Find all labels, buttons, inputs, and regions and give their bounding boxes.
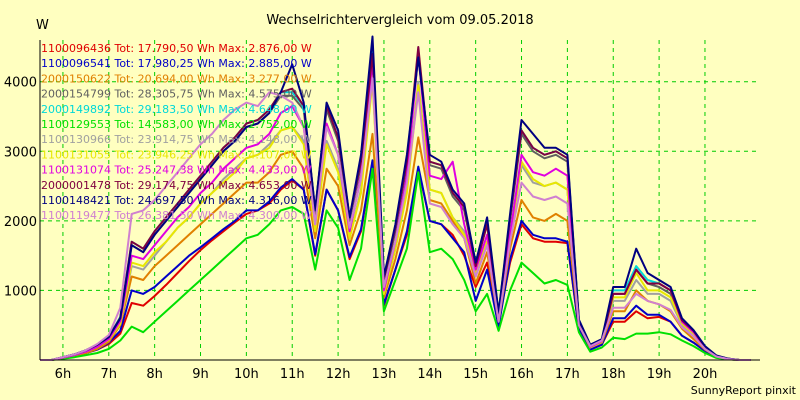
legend-entry: 1100131055 Tot: 23.946,25 Wh Max: 4.107,… [41, 148, 312, 161]
plot-area [39, 35, 760, 361]
legend-entry: 2000150622 Tot: 20.694,00 Wh Max: 3.277,… [41, 72, 312, 85]
series-line-1100148421 [40, 35, 751, 361]
x-tick-label: 9h [192, 367, 209, 382]
x-tick-label: 14h [417, 367, 442, 382]
x-tick-label: 10h [234, 367, 259, 382]
legend-entry: 1100119477 Tot: 26.381,50 Wh Max: 4.300,… [41, 209, 312, 222]
legend-entry: 1100148421 Tot: 24.697,50 Wh Max: 4.316,… [41, 194, 312, 207]
y-axis-unit: W [36, 18, 49, 33]
x-tick-label: 12h [326, 367, 351, 382]
x-tick-label: 13h [372, 367, 397, 382]
legend-entry: 1100131074 Tot: 25.247,38 Wh Max: 4.433,… [41, 164, 312, 177]
x-tick-label: 15h [463, 367, 488, 382]
x-tick-label: 18h [601, 367, 626, 382]
x-tick-label: 8h [146, 367, 163, 382]
legend-entry: 2000001478 Tot: 29.174,75 Wh Max: 4.653,… [41, 179, 312, 192]
chart-title: Wechselrichtervergleich vom 09.05.2018 [266, 13, 533, 28]
x-tick-label: 17h [555, 367, 580, 382]
x-tick-label: 16h [509, 367, 534, 382]
x-tick-label: 20h [693, 367, 718, 382]
y-tick-label: 3000 [4, 145, 37, 160]
series-line-1100119477 [40, 77, 751, 361]
y-tick-label: 4000 [4, 76, 37, 91]
x-tick-label: 11h [280, 367, 305, 382]
legend-entry: 2000154799 Tot: 28.305,75 Wh Max: 4.575,… [41, 88, 312, 101]
legend: 1100096436 Tot: 17.790,50 Wh Max: 2.876,… [41, 42, 312, 222]
y-tick-label: 2000 [4, 215, 37, 230]
footer-credit: SunnyReport pinxit [691, 384, 797, 397]
legend-entry: 1100130966 Tot: 23.914,75 Wh Max: 4.148,… [41, 133, 312, 146]
legend-entry: 1100129553 Tot: 14.583,00 Wh Max: 2.752,… [41, 118, 312, 131]
series-lines [40, 35, 751, 361]
x-tick-label: 7h [101, 367, 118, 382]
series-line-1100129553 [40, 167, 751, 361]
legend-entry: 1100096541 Tot: 17.980,25 Wh Max: 2.885,… [41, 57, 312, 70]
x-tick-label: 19h [647, 367, 672, 382]
x-tick-label: 6h [55, 367, 72, 382]
legend-entry: 2000149892 Tot: 29.183,50 Wh Max: 4.648,… [41, 103, 312, 116]
x-tick-labels: 6h 7h 8h 9h 10h 11h 12h 13h 14h 15h 16h 17h 18h 19h 20… [55, 367, 718, 382]
grid-lines [40, 40, 760, 360]
y-tick-label: 1000 [4, 284, 37, 299]
y-tick-labels: 1000 2000 3000 4000 [4, 76, 37, 300]
series-line-1100131055 [40, 80, 751, 361]
series-line-1100096541 [40, 159, 751, 361]
axes [39, 40, 760, 361]
legend-entry: 1100096436 Tot: 17.790,50 Wh Max: 2.876,… [41, 42, 312, 55]
